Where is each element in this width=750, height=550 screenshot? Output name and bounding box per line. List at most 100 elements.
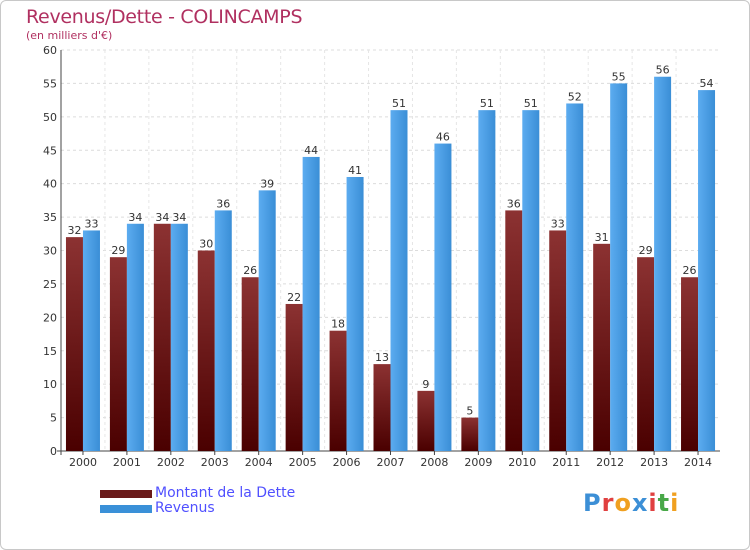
- y-tick-label: 20: [43, 311, 57, 324]
- y-tick-label: 30: [43, 245, 57, 258]
- bar-revenus: [214, 210, 232, 451]
- bar-revenus: [126, 223, 144, 451]
- y-tick-label: 10: [43, 378, 57, 391]
- bar-revenus: [258, 190, 276, 451]
- value-label: 30: [199, 238, 213, 251]
- x-tick-label: 2006: [333, 456, 361, 469]
- value-label: 51: [392, 97, 406, 110]
- value-label: 29: [639, 244, 653, 257]
- bar-dette: [681, 277, 699, 451]
- chart-subtitle: (en milliers d'€): [26, 29, 113, 42]
- bar-dette: [329, 330, 347, 451]
- value-label: 39: [260, 177, 274, 190]
- value-label: 41: [348, 164, 362, 177]
- bar-revenus: [302, 156, 320, 451]
- bar-revenus: [698, 90, 716, 451]
- value-label: 54: [700, 77, 714, 90]
- y-tick-label: 40: [43, 178, 57, 191]
- value-label: 31: [595, 231, 609, 244]
- x-tick-label: 2003: [201, 456, 229, 469]
- x-tick-label: 2008: [420, 456, 448, 469]
- y-tick-label: 0: [50, 445, 57, 458]
- x-tick-label: 2010: [508, 456, 536, 469]
- x-tick-label: 2013: [640, 456, 668, 469]
- brand-letter: i: [648, 489, 658, 517]
- bar-revenus: [434, 143, 452, 452]
- legend-swatch-dette: [100, 490, 152, 498]
- value-label: 44: [304, 144, 318, 157]
- bar-revenus: [654, 76, 672, 451]
- legend-label-revenus: Revenus: [155, 500, 215, 516]
- value-label: 36: [216, 197, 230, 210]
- value-label: 32: [67, 224, 81, 237]
- brand-logo: Proxiti: [583, 489, 679, 517]
- brand-letter: t: [657, 489, 671, 517]
- value-label: 46: [436, 131, 450, 144]
- bar-dette: [549, 230, 567, 451]
- x-tick-label: 2000: [69, 456, 97, 469]
- value-label: 26: [683, 264, 697, 277]
- x-tick-label: 2012: [596, 456, 624, 469]
- value-label: 26: [243, 264, 257, 277]
- value-label: 34: [128, 211, 142, 224]
- x-tick-label: 2004: [245, 456, 273, 469]
- brand-letter: i: [670, 489, 680, 517]
- value-label: 56: [656, 64, 670, 77]
- bar-revenus: [82, 230, 100, 451]
- bar-dette: [65, 237, 83, 451]
- brand-letter: o: [614, 489, 632, 517]
- y-tick-label: 55: [43, 77, 57, 90]
- bar-revenus: [610, 83, 628, 452]
- value-label: 13: [375, 351, 389, 364]
- bar-revenus: [346, 176, 364, 451]
- value-label: 34: [155, 211, 169, 224]
- bar-revenus: [522, 110, 540, 452]
- value-label: 29: [111, 244, 125, 257]
- value-label: 36: [507, 197, 521, 210]
- y-tick-label: 45: [43, 144, 57, 157]
- value-label: 9: [422, 378, 429, 391]
- value-label: 5: [466, 405, 473, 418]
- value-label: 52: [568, 90, 582, 103]
- value-label: 33: [551, 217, 565, 230]
- x-tick-label: 2011: [552, 456, 580, 469]
- bar-dette: [417, 390, 435, 451]
- value-label: 51: [480, 97, 494, 110]
- value-label: 51: [524, 97, 538, 110]
- bar-dette: [505, 210, 523, 451]
- y-tick-label: 15: [43, 345, 57, 358]
- bar-revenus: [390, 110, 408, 452]
- bar-dette: [637, 257, 655, 451]
- value-label: 22: [287, 291, 301, 304]
- value-label: 18: [331, 318, 345, 331]
- bar-revenus: [566, 103, 584, 451]
- bar-revenus: [170, 223, 188, 451]
- bars: [65, 76, 716, 452]
- bar-dette: [241, 277, 259, 451]
- bar-dette: [593, 243, 611, 451]
- y-tick-label: 25: [43, 278, 57, 291]
- y-tick-label: 35: [43, 211, 57, 224]
- bar-dette: [197, 250, 215, 451]
- bar-dette: [153, 223, 171, 451]
- x-tick-label: 2005: [289, 456, 317, 469]
- x-tick-label: 2001: [113, 456, 141, 469]
- x-tick-label: 2007: [377, 456, 405, 469]
- brand-letter: r: [601, 489, 615, 517]
- value-label: 34: [172, 211, 186, 224]
- bar-dette: [461, 417, 479, 451]
- bar-dette: [109, 257, 127, 451]
- x-tick-label: 2014: [684, 456, 712, 469]
- y-tick-label: 60: [43, 44, 57, 57]
- brand-letter: P: [583, 489, 602, 517]
- y-tick-label: 50: [43, 111, 57, 124]
- brand-letter: x: [631, 489, 649, 517]
- y-tick-label: 5: [50, 412, 57, 425]
- value-label: 33: [84, 217, 98, 230]
- x-tick-label: 2002: [157, 456, 185, 469]
- value-label: 55: [612, 70, 626, 83]
- bar-dette: [285, 303, 303, 451]
- legend-label-dette: Montant de la Dette: [155, 485, 296, 501]
